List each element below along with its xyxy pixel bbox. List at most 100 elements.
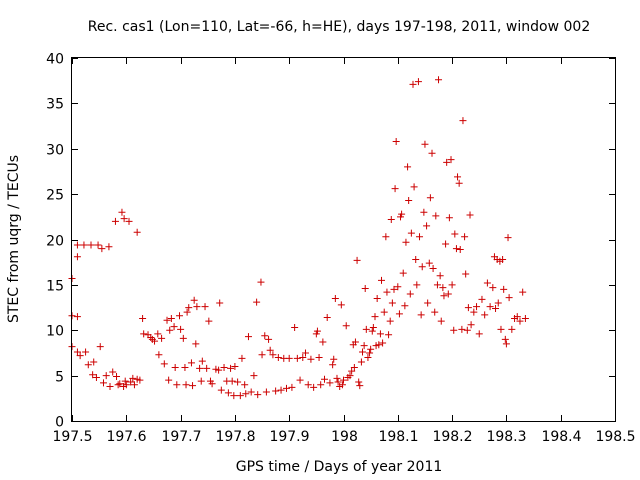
data-point [406, 290, 414, 298]
data-point [114, 381, 122, 389]
data-point [369, 324, 377, 332]
data-point [331, 294, 339, 302]
axis-ticks: 197.5 197.6 197.7 197.8 197.9 198 198.1 198.2 19… [46, 52, 635, 446]
data-point [139, 314, 147, 322]
data-point [337, 301, 345, 309]
data-point [475, 330, 483, 338]
data-point [291, 324, 299, 332]
data-point [461, 233, 469, 241]
data-point [187, 359, 195, 367]
data-point [412, 255, 420, 263]
x-tick-label: 198.2 [432, 429, 472, 445]
data-point [445, 214, 453, 222]
data-point [185, 304, 193, 312]
data-point [513, 313, 521, 321]
data-point [92, 373, 100, 381]
data-point [224, 389, 232, 397]
data-point [431, 308, 439, 316]
data-point [423, 222, 431, 230]
data-point [410, 183, 418, 191]
data-point [317, 381, 325, 389]
data-point [361, 285, 369, 293]
data-point [228, 377, 236, 385]
data-point [409, 80, 417, 88]
data-point [355, 378, 363, 386]
data-point [133, 228, 141, 236]
data-point [466, 211, 474, 219]
data-point [261, 332, 269, 340]
data-point [266, 346, 274, 354]
data-point [378, 276, 386, 284]
data-point [136, 376, 144, 384]
data-point [326, 379, 334, 387]
data-point [350, 363, 358, 371]
x-tick-label: 198.1 [378, 429, 418, 445]
data-point [500, 285, 508, 293]
data-point [193, 303, 201, 311]
data-point [182, 381, 190, 389]
data-point [272, 387, 280, 395]
data-point [254, 391, 262, 399]
data-point [439, 284, 447, 292]
x-tick-label: 198.3 [486, 429, 526, 445]
data-point [385, 331, 393, 339]
data-point [236, 392, 244, 400]
data-point [173, 381, 181, 389]
data-point [130, 381, 138, 389]
x-axis-label: GPS time / Days of year 2011 [236, 459, 443, 475]
data-point [342, 322, 350, 330]
data-point [129, 374, 137, 382]
data-point [486, 303, 494, 311]
data-point [351, 338, 359, 346]
data-point [247, 388, 255, 396]
data-point [323, 314, 331, 322]
data-points [68, 76, 529, 400]
data-point [205, 317, 213, 325]
data-point [367, 345, 375, 353]
data-point [301, 349, 309, 357]
data-point [258, 351, 266, 359]
data-point [99, 379, 107, 387]
data-point [424, 299, 432, 307]
data-point [160, 360, 168, 368]
data-point [394, 283, 402, 291]
data-point [501, 335, 509, 343]
data-point [73, 253, 81, 261]
data-point [455, 179, 463, 187]
x-tick-label: 197.6 [106, 429, 146, 445]
y-tick-label: 35 [46, 97, 64, 113]
data-point [73, 241, 81, 249]
data-point [250, 372, 258, 380]
x-tick-label: 197.9 [269, 429, 309, 445]
data-point [399, 269, 407, 277]
data-point [436, 272, 444, 280]
data-point [241, 381, 249, 389]
data-point [334, 378, 342, 386]
data-point [315, 353, 323, 361]
data-point [392, 137, 400, 145]
data-point [238, 354, 246, 362]
plot-frame [71, 57, 616, 422]
data-point [388, 299, 396, 307]
data-point [125, 217, 133, 225]
data-point [333, 374, 341, 382]
data-point [470, 308, 478, 316]
data-point [360, 342, 368, 350]
data-point [179, 334, 187, 342]
data-point [244, 333, 252, 341]
data-point [154, 330, 162, 338]
data-point [382, 233, 390, 241]
data-point [319, 338, 327, 346]
x-tick-label: 197.8 [215, 429, 255, 445]
data-point [147, 334, 155, 342]
data-point [307, 355, 315, 363]
data-point [106, 383, 114, 391]
y-tick-label: 40 [46, 52, 64, 68]
data-point [269, 351, 277, 359]
data-point [171, 363, 179, 371]
data-point [432, 212, 440, 220]
data-point [414, 78, 422, 86]
data-point [338, 381, 346, 389]
data-point [192, 340, 200, 348]
